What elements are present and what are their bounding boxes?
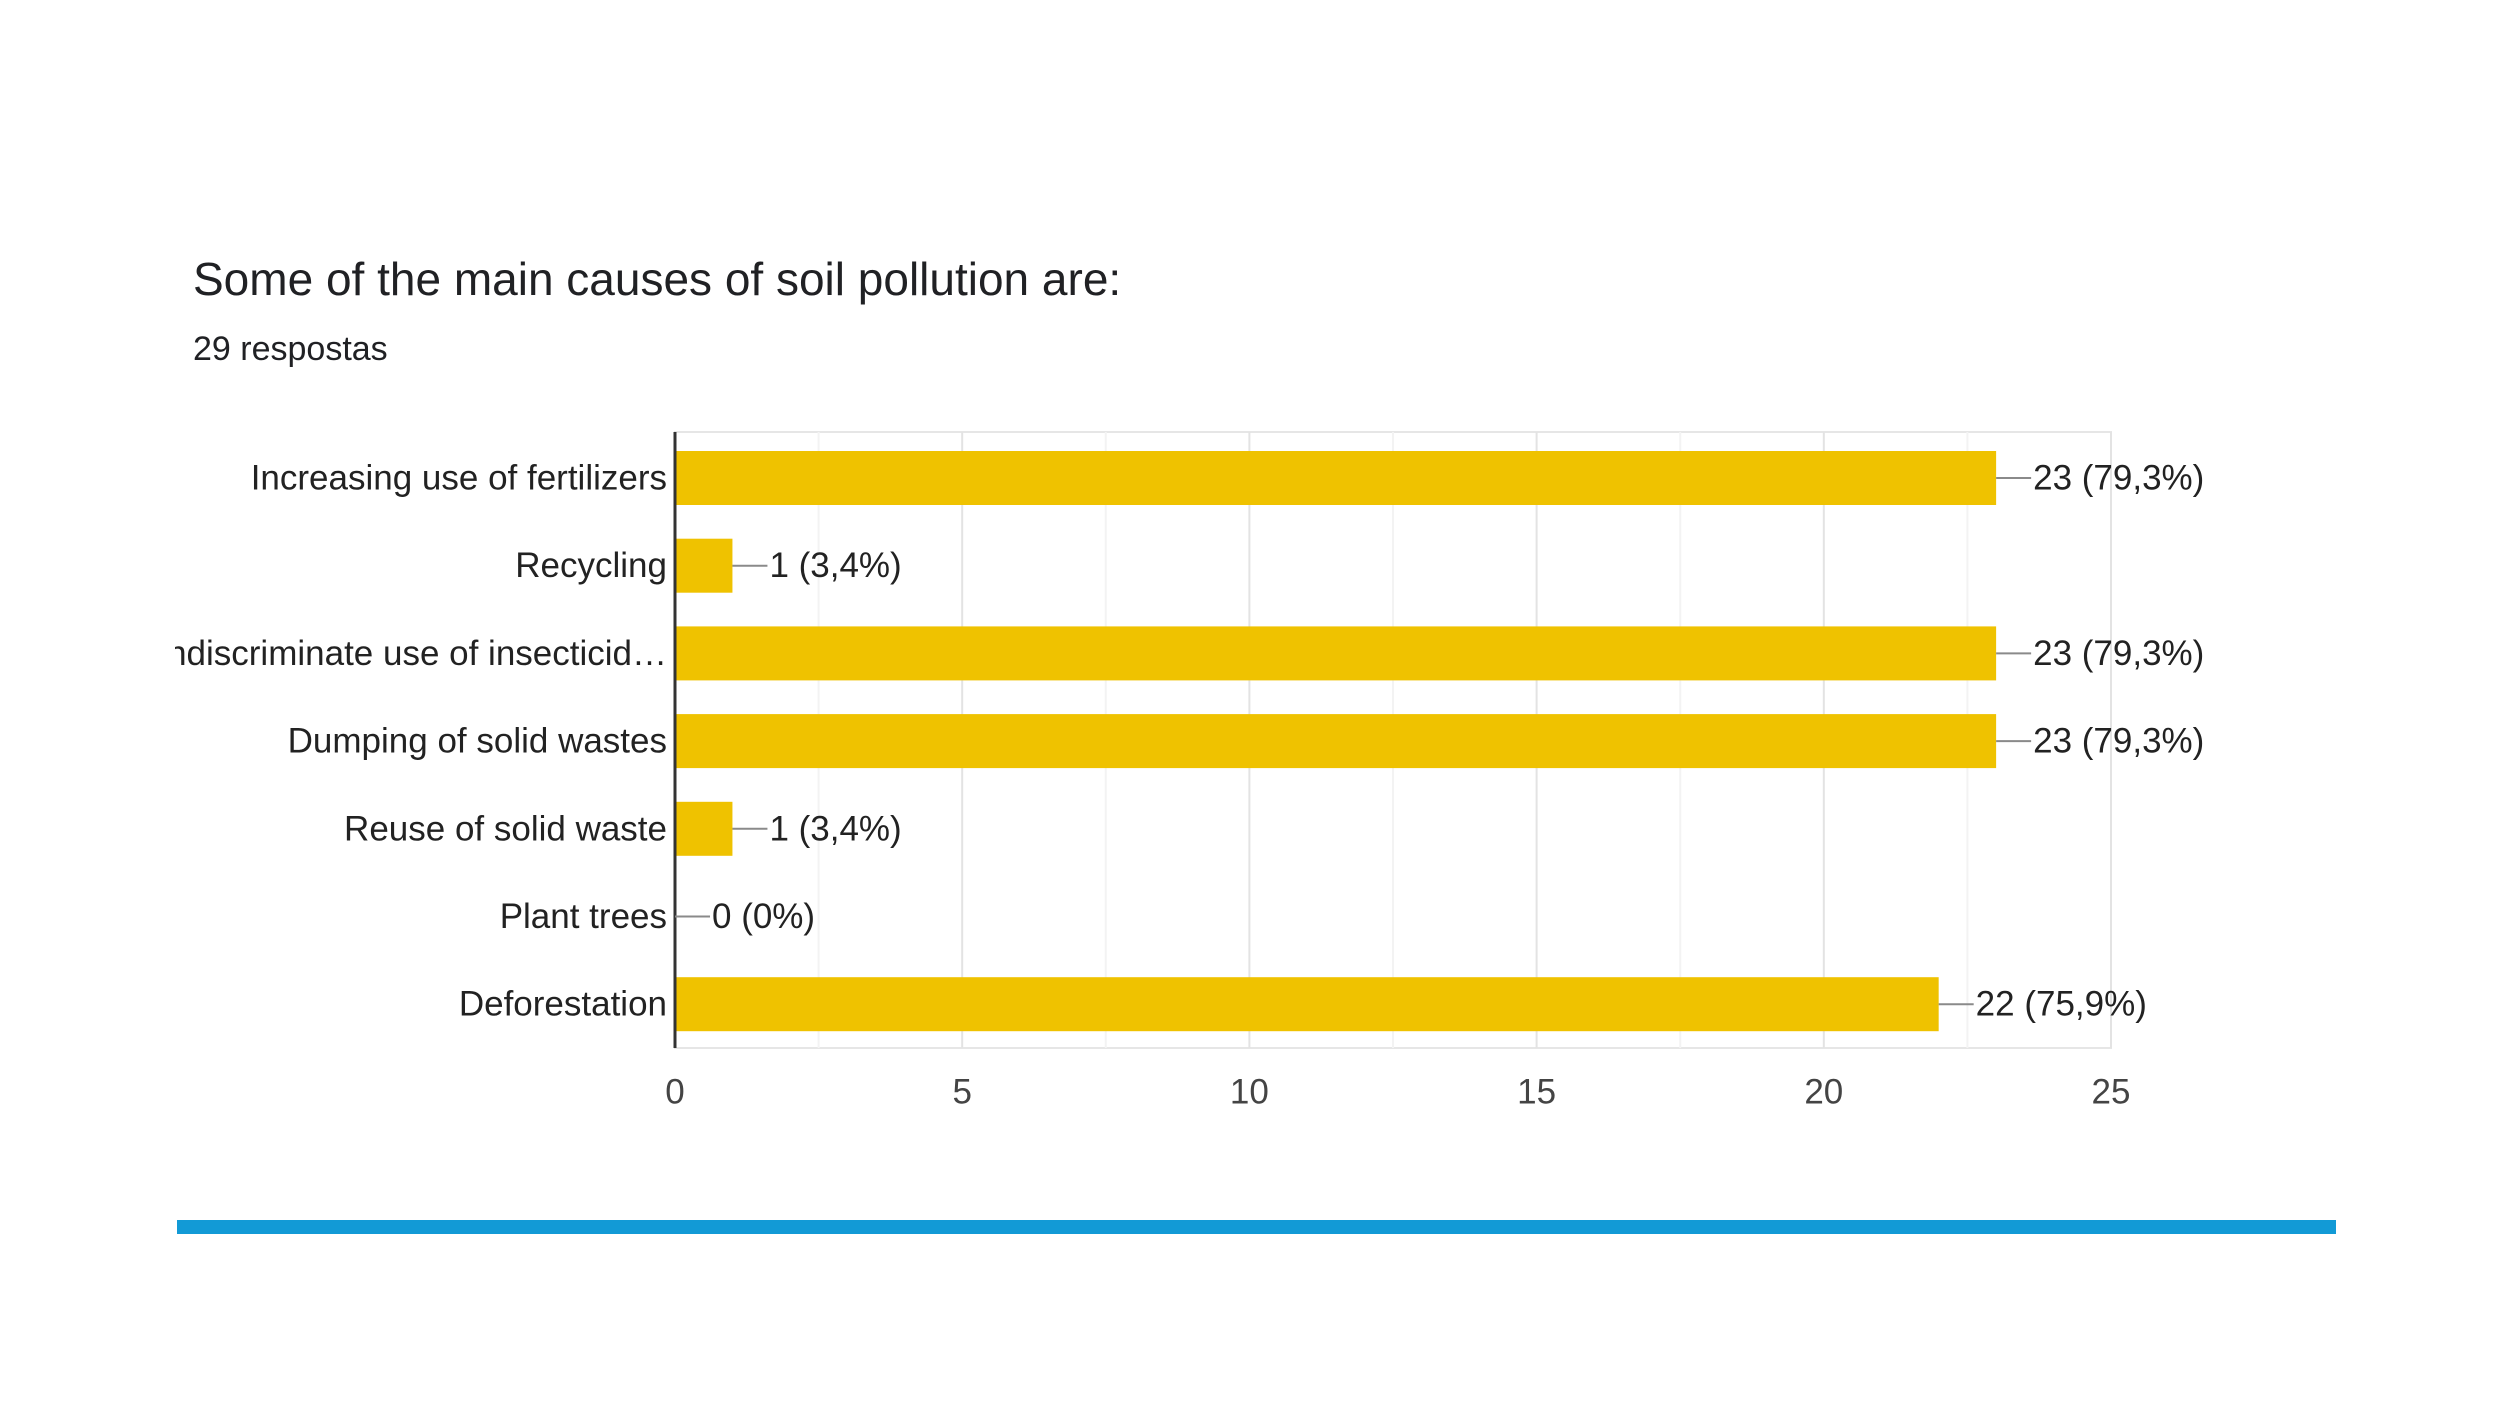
category-labels: Increasing use of fertilizers Recycling In… (157, 459, 667, 1024)
divider-rule (177, 1220, 2336, 1234)
data-label: 23 (79,3%) (2033, 722, 2204, 761)
category-label: Increasing use of fertilizers (251, 459, 667, 498)
data-labels: 23 (79,3%) 1 (3,4%) 23 (79,3%) 23 (79,3%) 1 … (675, 459, 2204, 1024)
bar (675, 538, 733, 593)
bar (675, 451, 1997, 505)
bars (675, 451, 1997, 1032)
bar (675, 714, 1997, 769)
x-tick-label: 25 (2092, 1073, 2131, 1112)
category-label: Deforestation (459, 985, 667, 1024)
x-tick-label: 20 (1804, 1073, 1843, 1112)
data-label: 23 (79,3%) (2033, 459, 2204, 498)
category-label: Plant trees (500, 897, 667, 936)
category-label: Reuse of solid waste (344, 809, 667, 848)
bar (675, 977, 1939, 1032)
category-label: Indiscriminate use of insecticid… (157, 634, 667, 673)
response-count: 29 respostas (193, 330, 388, 368)
bar (675, 801, 733, 856)
data-label: 23 (79,3%) (2033, 634, 2204, 673)
category-label: Dumping of solid wastes (288, 722, 667, 761)
data-label: 0 (0%) (712, 897, 815, 936)
chart-title: Some of the main causes of soil pollutio… (193, 253, 1122, 305)
data-label: 22 (75,9%) (1976, 985, 2147, 1024)
x-tick-labels: 0 5 10 15 20 25 (665, 1073, 2130, 1112)
data-label: 1 (3,4%) (769, 809, 901, 848)
x-tick-label: 0 (665, 1073, 684, 1112)
x-tick-label: 10 (1230, 1073, 1269, 1112)
category-label: Recycling (515, 546, 667, 585)
x-tick-label: 15 (1517, 1073, 1556, 1112)
bar (675, 626, 1997, 681)
x-tick-label: 5 (952, 1073, 971, 1112)
data-label: 1 (3,4%) (769, 546, 901, 585)
